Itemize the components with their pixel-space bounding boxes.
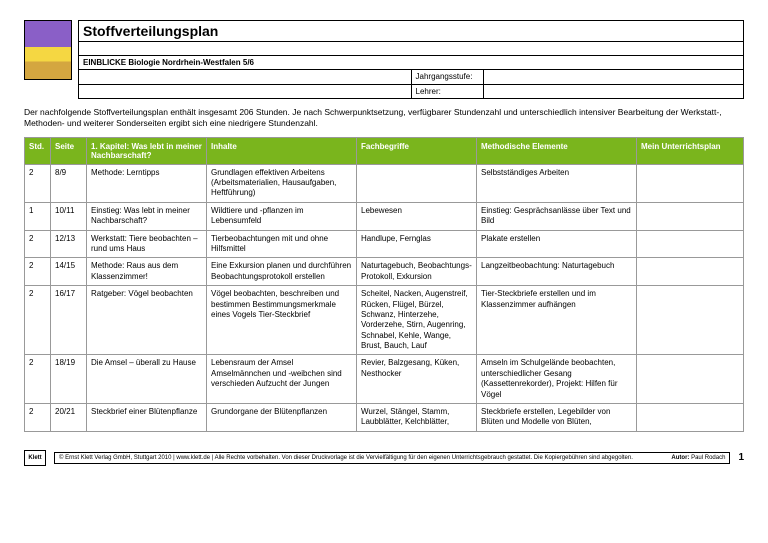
table-cell: Tier-Steckbriefe erstellen und im Klasse… [477, 286, 637, 355]
table-cell [637, 404, 744, 432]
document-header: Stoffverteilungsplan EINBLICKE Biologie … [24, 20, 744, 99]
column-header: Inhalte [207, 137, 357, 164]
table-cell: 2 [25, 404, 51, 432]
table-cell: Selbstständiges Arbeiten [477, 164, 637, 202]
table-cell: Wildtiere und -pflanzen im Lebensumfeld [207, 202, 357, 230]
intro-paragraph: Der nachfolgende Stoffverteilungsplan en… [24, 107, 744, 129]
table-header-row: Std.Seite1. Kapitel: Was lebt in meiner … [25, 137, 744, 164]
table-row: 28/9Methode: LerntippsGrundlagen effekti… [25, 164, 744, 202]
table-cell: 1 [25, 202, 51, 230]
grade-label: Jahrgangsstufe: [411, 70, 483, 84]
table-cell: 16/17 [51, 286, 87, 355]
table-cell: Tierbeobachtungen mit und ohne Hilfsmitt… [207, 230, 357, 258]
table-cell: 12/13 [51, 230, 87, 258]
header-info: Stoffverteilungsplan EINBLICKE Biologie … [78, 20, 744, 99]
meta-spacer [79, 84, 412, 98]
column-header: Seite [51, 137, 87, 164]
table-cell [637, 230, 744, 258]
table-cell [637, 258, 744, 286]
book-cover-thumbnail [24, 20, 72, 80]
table-cell: 2 [25, 258, 51, 286]
meta-spacer [79, 70, 412, 84]
table-cell: 18/19 [51, 355, 87, 404]
table-cell: Lebewesen [357, 202, 477, 230]
table-cell: Methode: Raus aus dem Klassenzimmer! [87, 258, 207, 286]
table-cell: 2 [25, 230, 51, 258]
table-row: 214/15Methode: Raus aus dem Klassenzimme… [25, 258, 744, 286]
table-cell: Grundorgane der Blütenpflanzen [207, 404, 357, 432]
table-cell: Plakate erstellen [477, 230, 637, 258]
table-cell: Methode: Lerntipps [87, 164, 207, 202]
column-header: Std. [25, 137, 51, 164]
table-cell: 10/11 [51, 202, 87, 230]
table-cell: Einstieg: Was lebt in meiner Nachbarscha… [87, 202, 207, 230]
author-text: Autor: Paul Rodach [671, 455, 725, 461]
table-cell: 2 [25, 355, 51, 404]
grade-value [483, 70, 744, 84]
teacher-label: Lehrer: [411, 84, 483, 98]
column-header: Mein Unterrichtsplan [637, 137, 744, 164]
doc-title: Stoffverteilungsplan [79, 21, 744, 42]
table-cell: Vögel beobachten, beschreiben und bestim… [207, 286, 357, 355]
table-row: 216/17Ratgeber: Vögel beobachtenVögel be… [25, 286, 744, 355]
table-cell: Amseln im Schulgelände beobachten, unter… [477, 355, 637, 404]
column-header: Fachbegriffe [357, 137, 477, 164]
table-cell: Naturtagebuch, Beobachtungs-Protokoll, E… [357, 258, 477, 286]
table-cell [637, 286, 744, 355]
table-cell: Wurzel, Stängel, Stamm, Laubblätter, Kel… [357, 404, 477, 432]
table-row: 110/11Einstieg: Was lebt in meiner Nachb… [25, 202, 744, 230]
table-cell [357, 164, 477, 202]
column-header: Methodische Elemente [477, 137, 637, 164]
table-cell: Die Amsel – überall zu Hause [87, 355, 207, 404]
table-cell: Eine Exkursion planen und durchführen Be… [207, 258, 357, 286]
table-row: 212/13Werkstatt: Tiere beobachten – rund… [25, 230, 744, 258]
table-cell [637, 355, 744, 404]
publisher-logo: Klett [24, 450, 46, 466]
copyright-text: © Ernst Klett Verlag GmbH, Stuttgart 201… [59, 455, 633, 461]
footer-text: © Ernst Klett Verlag GmbH, Stuttgart 201… [54, 452, 730, 464]
table-cell: 8/9 [51, 164, 87, 202]
table-cell: Langzeitbeobachtung: Naturtagebuch [477, 258, 637, 286]
table-cell: Revier, Balzgesang, Küken, Nesthocker [357, 355, 477, 404]
table-row: 218/19Die Amsel – überall zu HauseLebens… [25, 355, 744, 404]
teacher-value [483, 84, 744, 98]
title-table: Stoffverteilungsplan EINBLICKE Biologie … [78, 20, 744, 70]
table-cell: Steckbrief einer Blütenpflanze [87, 404, 207, 432]
table-cell [637, 202, 744, 230]
table-cell: Handlupe, Fernglas [357, 230, 477, 258]
page-number: 1 [738, 452, 744, 463]
page-footer: Klett © Ernst Klett Verlag GmbH, Stuttga… [24, 450, 744, 466]
table-cell: Werkstatt: Tiere beobachten – rund ums H… [87, 230, 207, 258]
curriculum-table: Std.Seite1. Kapitel: Was lebt in meiner … [24, 137, 744, 432]
table-cell: 2 [25, 286, 51, 355]
table-cell: Grundlagen effektiven Arbeitens (Arbeits… [207, 164, 357, 202]
table-row: 220/21Steckbrief einer BlütenpflanzeGrun… [25, 404, 744, 432]
doc-subtitle: EINBLICKE Biologie Nordrhein-Westfalen 5… [79, 56, 744, 70]
table-cell: 20/21 [51, 404, 87, 432]
empty-row [79, 42, 744, 56]
table-cell: Ratgeber: Vögel beobachten [87, 286, 207, 355]
table-cell: Einstieg: Gesprächsanlässe über Text und… [477, 202, 637, 230]
table-cell: 2 [25, 164, 51, 202]
table-cell: Steckbriefe erstellen, Legebilder von Bl… [477, 404, 637, 432]
table-cell: Scheitel, Nacken, Augenstreif, Rücken, F… [357, 286, 477, 355]
table-cell [637, 164, 744, 202]
table-cell: Lebensraum der Amsel Amselmännchen und -… [207, 355, 357, 404]
meta-table: Jahrgangsstufe: Lehrer: [78, 70, 744, 99]
column-header: 1. Kapitel: Was lebt in meiner Nachbarsc… [87, 137, 207, 164]
table-cell: 14/15 [51, 258, 87, 286]
